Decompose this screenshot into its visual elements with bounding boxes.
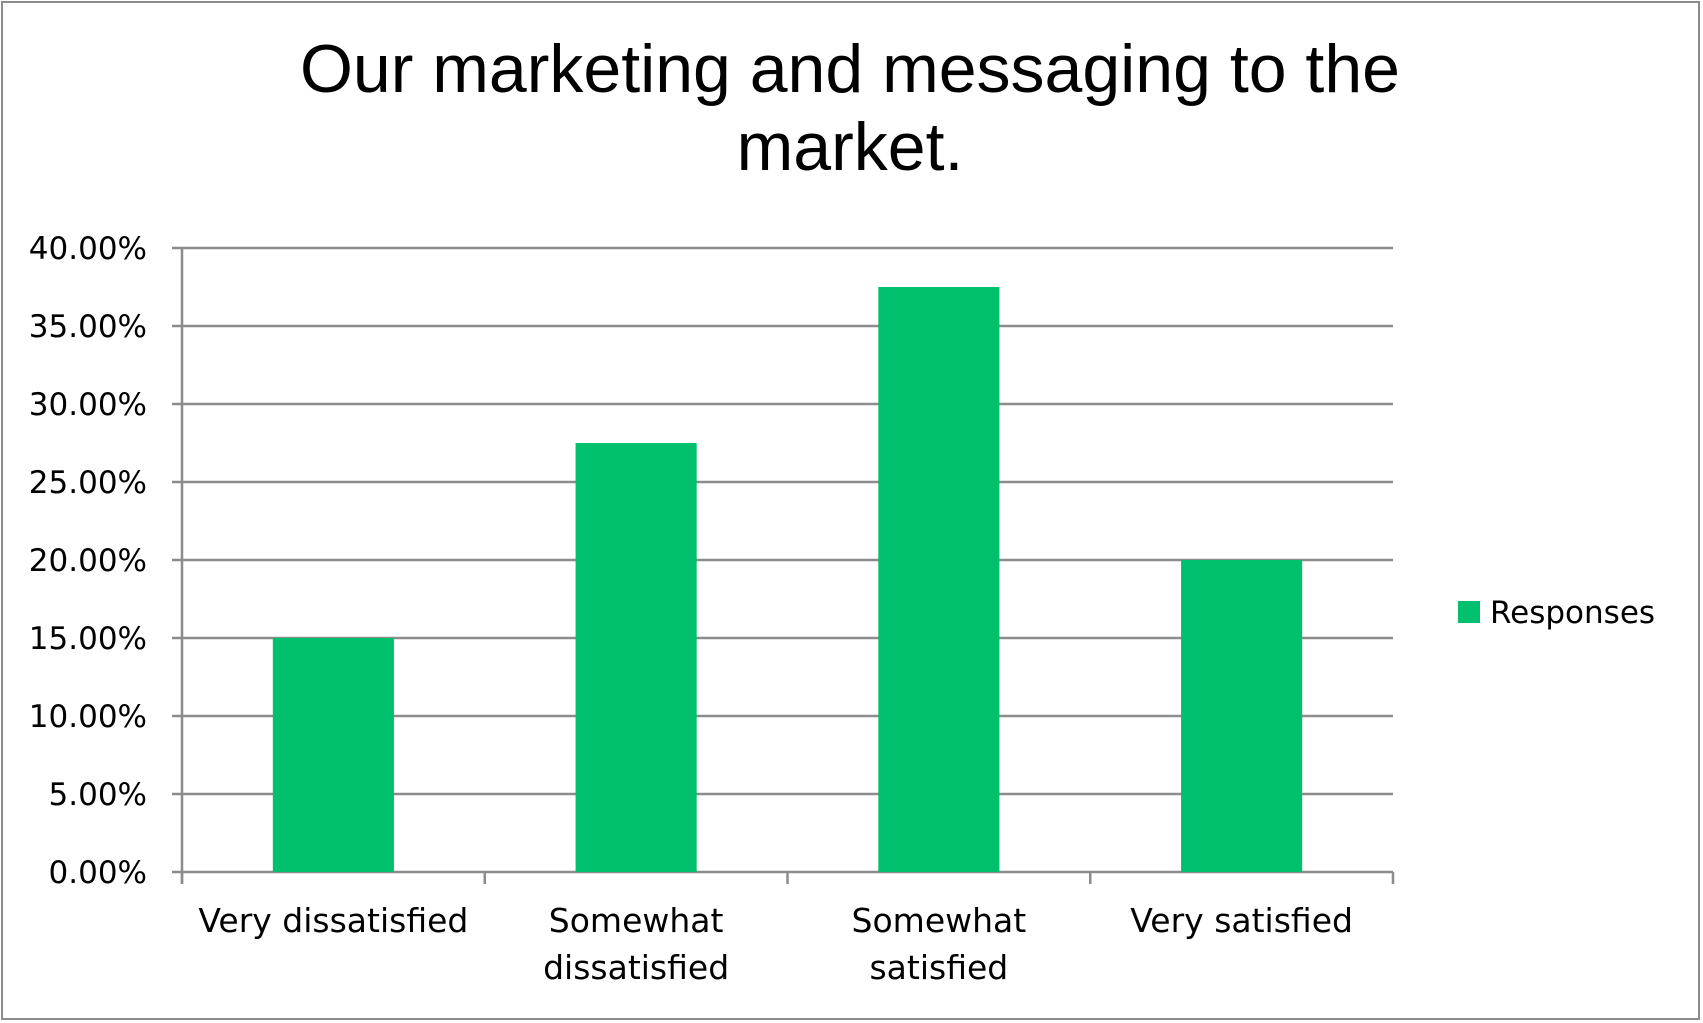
legend-swatch [1458, 601, 1480, 623]
bar [1181, 560, 1303, 872]
x-category-label: Very satisfied [1130, 901, 1353, 940]
x-category-label: Somewhat satisfied [852, 901, 1027, 987]
x-category-label: Very dissatisfied [198, 901, 468, 940]
bar [272, 638, 394, 872]
y-tick-label: 15.00% [29, 621, 147, 657]
bar [575, 443, 697, 872]
bar [878, 287, 1000, 872]
x-category-label: Somewhat dissatisfied [543, 901, 729, 987]
y-tick-label: 30.00% [29, 387, 147, 423]
y-tick-label: 35.00% [29, 309, 147, 345]
y-tick-label: 0.00% [49, 855, 147, 891]
y-tick-label: 20.00% [29, 543, 147, 579]
y-tick-label: 5.00% [49, 777, 147, 813]
y-tick-label: 40.00% [29, 231, 147, 267]
chart-title: Our marketing and messaging to the marke… [300, 31, 1400, 185]
legend-label: Responses [1490, 595, 1655, 631]
y-tick-label: 10.00% [29, 699, 147, 735]
y-tick-label: 25.00% [29, 465, 147, 501]
